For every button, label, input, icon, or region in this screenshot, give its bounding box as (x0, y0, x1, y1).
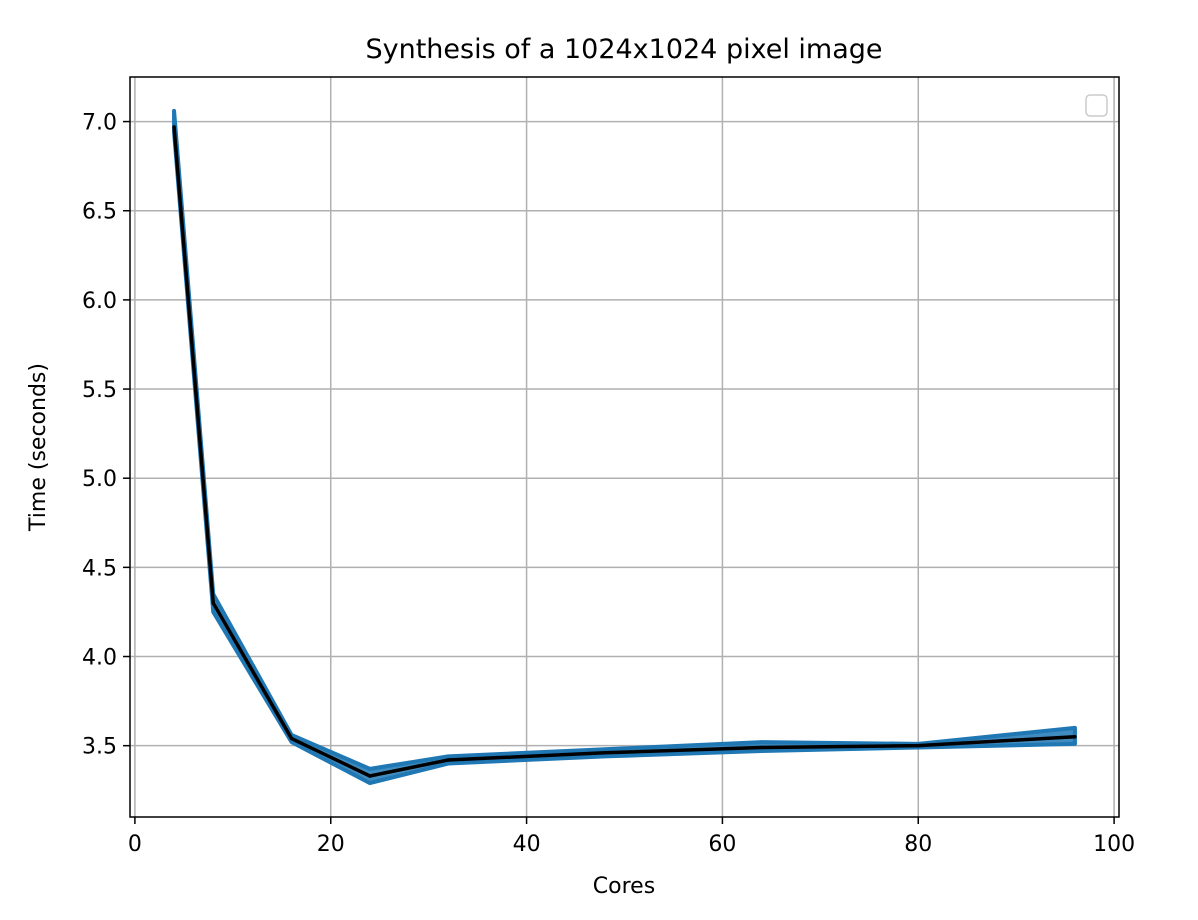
data-point (172, 125, 176, 129)
x-tick-label: 0 (128, 832, 142, 857)
grid (130, 77, 1119, 817)
data-point (289, 736, 294, 741)
plot-frame (129, 76, 1120, 818)
data-point (1073, 735, 1077, 739)
x-tick-label: 20 (317, 832, 345, 857)
y-tick-label: 4.5 (82, 556, 117, 581)
data-point (603, 751, 607, 755)
data-point (368, 774, 372, 778)
axis-ticks: 0 20 40 60 80 100 3.5 4.0 4.5 5.0 5.5 6.0 6.5 7.0 (82, 111, 1135, 857)
series-line-mean (172, 126, 1076, 778)
x-tick-label: 100 (1093, 832, 1135, 857)
series-line-layer (172, 125, 1077, 778)
x-axis-label: Cores (593, 874, 655, 899)
y-tick-label: 7.0 (82, 111, 117, 136)
x-tick-label: 60 (708, 832, 736, 857)
y-tick-label: 4.0 (82, 646, 117, 671)
x-tick-label: 40 (513, 832, 541, 857)
chart-title: Synthesis of a 1024x1024 pixel image (365, 34, 882, 65)
y-tick-label: 5.0 (82, 467, 117, 492)
legend-box (1085, 94, 1108, 117)
y-tick-label: 6.5 (82, 200, 117, 225)
error-band (172, 108, 1077, 786)
y-tick-label: 3.5 (82, 735, 117, 760)
y-axis-label: Time (seconds) (26, 363, 51, 532)
series-error-band (172, 108, 1077, 786)
data-point (446, 758, 450, 762)
data-point (211, 601, 215, 605)
y-tick-label: 5.5 (82, 378, 117, 403)
x-tick-label: 80 (904, 832, 932, 857)
data-point (759, 745, 764, 750)
y-tick-label: 6.0 (82, 289, 117, 314)
data-point (916, 743, 921, 748)
